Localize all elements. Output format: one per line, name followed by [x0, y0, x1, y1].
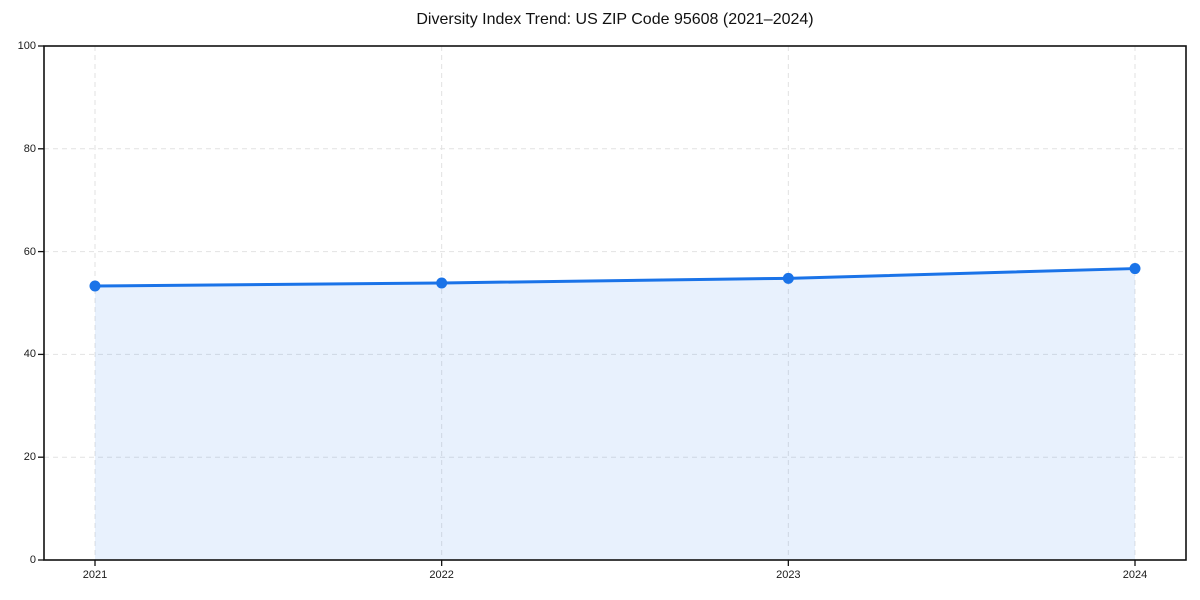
x-tick-label: 2024: [1122, 569, 1148, 581]
x-tick-label: 2021: [82, 569, 108, 581]
plot-border: [43, 45, 1187, 561]
x-tick-label: 2022: [429, 569, 454, 581]
trend-line: [93, 267, 1137, 288]
y-tick-label: 100: [17, 40, 36, 52]
y-tick-label: 20: [23, 451, 36, 464]
x-tick-label: 2023: [776, 569, 801, 581]
y-tick-label: 0: [29, 554, 36, 566]
y-tick-label: 80: [23, 142, 36, 155]
y-tick-label: 40: [23, 348, 36, 361]
y-tick-label: 60: [23, 245, 36, 258]
data-point-marker: [1129, 263, 1141, 275]
area-fill: [95, 268, 1135, 560]
data-point-marker: [89, 280, 101, 292]
data-point-marker: [436, 277, 448, 289]
chart-title: Diversity Index Trend: US ZIP Code 95608…: [416, 11, 814, 28]
data-point-marker: [782, 272, 794, 284]
